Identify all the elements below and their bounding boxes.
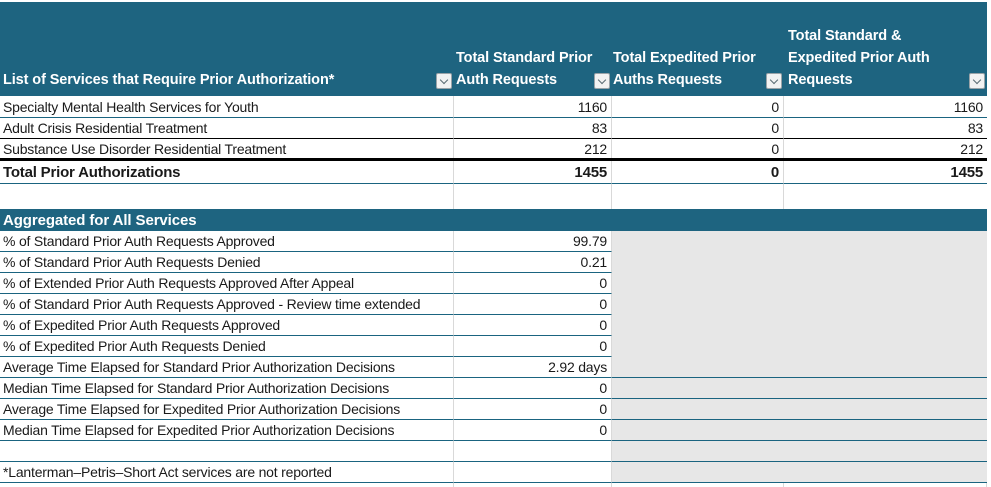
metric-label-cell[interactable]: % of Standard Prior Auth Requests Approv… — [0, 231, 454, 252]
service-name-cell[interactable]: Adult Crisis Residential Treatment — [0, 118, 454, 139]
shaded-cell[interactable] — [612, 378, 987, 399]
shaded-cell[interactable] — [612, 336, 987, 357]
total-standard-cell[interactable]: 1455 — [454, 161, 612, 184]
shaded-cell[interactable] — [612, 399, 987, 420]
metric-label-cell[interactable]: Median Time Elapsed for Standard Prior A… — [0, 378, 454, 399]
footnote-row: *Lanterman–Petris–Short Act services are… — [0, 462, 987, 483]
metric-value-cell[interactable]: 0 — [454, 420, 612, 441]
aggregated-section-header: Aggregated for All Services — [0, 209, 987, 231]
aggregated-row: % of Standard Prior Auth Requests Approv… — [0, 231, 987, 252]
standard-value-cell[interactable]: 1160 — [454, 96, 612, 118]
table-header-row: List of Services that Require Prior Auth… — [0, 2, 987, 96]
empty-cell[interactable] — [0, 184, 454, 209]
combined-value-cell[interactable]: 1160 — [784, 96, 987, 118]
empty-cell[interactable] — [454, 462, 612, 483]
combined-value-cell[interactable]: 212 — [960, 140, 983, 157]
column-header-expedited: Total Expedited Prior Auths Requests — [613, 50, 756, 88]
shaded-cell[interactable] — [612, 273, 987, 294]
metric-value-cell[interactable]: 0 — [454, 315, 612, 336]
chevron-down-icon — [769, 75, 779, 84]
chevron-down-icon — [439, 75, 449, 84]
empty-cell[interactable] — [784, 184, 987, 209]
aggregated-row: Average Time Elapsed for Expedited Prior… — [0, 399, 987, 420]
table-row: Specialty Mental Health Services for You… — [0, 96, 987, 118]
total-expedited-cell[interactable]: 0 — [612, 161, 784, 184]
service-name-cell[interactable]: Substance Use Disorder Residential Treat… — [0, 139, 454, 158]
shaded-cell[interactable] — [612, 252, 987, 273]
expedited-value-cell[interactable]: 0 — [612, 118, 784, 139]
top-margin — [0, 0, 991, 2]
metric-label-cell[interactable]: Median Time Elapsed for Expedited Prior … — [0, 420, 454, 441]
chevron-down-icon — [972, 75, 982, 84]
metric-value-cell[interactable]: 0 — [454, 399, 612, 420]
metric-value-cell[interactable]: 0 — [454, 378, 612, 399]
column-header-services: List of Services that Require Prior Auth… — [3, 72, 335, 88]
empty-cell[interactable] — [0, 441, 454, 462]
aggregated-row: % of Expedited Prior Auth Requests Appro… — [0, 315, 987, 336]
standard-value-cell[interactable]: 212 — [454, 139, 612, 158]
empty-cell[interactable] — [612, 184, 784, 209]
footnote-text: *Lanterman–Petris–Short Act services are… — [0, 462, 454, 483]
shaded-cell[interactable] — [612, 462, 987, 483]
filter-dropdown-standard[interactable] — [594, 73, 610, 89]
aggregated-row: % of Standard Prior Auth Requests Denied… — [0, 252, 987, 273]
column-header-combined: Total Standard & Expedited Prior Auth Re… — [788, 28, 930, 88]
shaded-cell[interactable] — [612, 420, 987, 441]
empty-row — [0, 441, 987, 462]
combined-value-cell[interactable]: 83 — [784, 118, 987, 139]
aggregated-row: % of Standard Prior Auth Requests Approv… — [0, 294, 987, 315]
total-combined-cell[interactable]: 1455 — [784, 161, 987, 184]
aggregated-row: Median Time Elapsed for Expedited Prior … — [0, 420, 987, 441]
table-row: Substance Use Disorder Residential Treat… — [0, 139, 987, 158]
aggregated-row: Average Time Elapsed for Standard Prior … — [0, 357, 987, 378]
shaded-cell[interactable] — [612, 294, 987, 315]
standard-value-cell[interactable]: 83 — [454, 118, 612, 139]
shaded-cell[interactable] — [612, 441, 987, 462]
table-row: Adult Crisis Residential Treatment 83 0 … — [0, 118, 987, 139]
metric-label-cell[interactable]: % of Expedited Prior Auth Requests Denie… — [0, 336, 454, 357]
metric-value-cell[interactable]: 0 — [454, 336, 612, 357]
expedited-value-cell[interactable]: 0 — [612, 139, 784, 158]
metric-label-cell[interactable]: % of Standard Prior Auth Requests Approv… — [0, 294, 454, 315]
metric-value-cell[interactable]: 0 — [454, 294, 612, 315]
shaded-cell[interactable] — [612, 357, 987, 378]
empty-row — [0, 184, 987, 209]
aggregated-row: Median Time Elapsed for Standard Prior A… — [0, 378, 987, 399]
shaded-cell[interactable] — [612, 315, 987, 336]
metric-label-cell[interactable]: Average Time Elapsed for Expedited Prior… — [0, 399, 454, 420]
filter-dropdown-expedited[interactable] — [766, 73, 782, 89]
aggregated-row: % of Expedited Prior Auth Requests Denie… — [0, 336, 987, 357]
aggregated-row: % of Extended Prior Auth Requests Approv… — [0, 273, 987, 294]
service-name-cell[interactable]: Specialty Mental Health Services for You… — [0, 96, 454, 118]
empty-cell[interactable] — [454, 184, 612, 209]
metric-value-cell[interactable]: 2.92 days — [454, 357, 612, 378]
empty-cell[interactable] — [454, 441, 612, 462]
expedited-value-cell[interactable]: 0 — [612, 96, 784, 118]
total-label-cell[interactable]: Total Prior Authorizations — [0, 161, 454, 184]
total-row: Total Prior Authorizations 1455 0 1455 — [0, 158, 987, 184]
grid-below-table — [0, 483, 987, 487]
shaded-cell[interactable] — [612, 231, 987, 252]
metric-label-cell[interactable]: % of Expedited Prior Auth Requests Appro… — [0, 315, 454, 336]
metric-value-cell[interactable]: 0.21 — [454, 252, 612, 273]
metric-value-cell[interactable]: 0 — [454, 273, 612, 294]
metric-label-cell[interactable]: % of Standard Prior Auth Requests Denied — [0, 252, 454, 273]
column-header-standard: Total Standard Prior Auth Requests — [456, 50, 593, 88]
filter-dropdown-combined[interactable] — [969, 73, 985, 89]
metric-label-cell[interactable]: Average Time Elapsed for Standard Prior … — [0, 357, 454, 378]
filter-dropdown-services[interactable] — [436, 73, 452, 89]
metric-value-cell[interactable]: 99.79 — [454, 231, 612, 252]
chevron-down-icon — [597, 75, 607, 84]
metric-label-cell[interactable]: % of Extended Prior Auth Requests Approv… — [0, 273, 454, 294]
